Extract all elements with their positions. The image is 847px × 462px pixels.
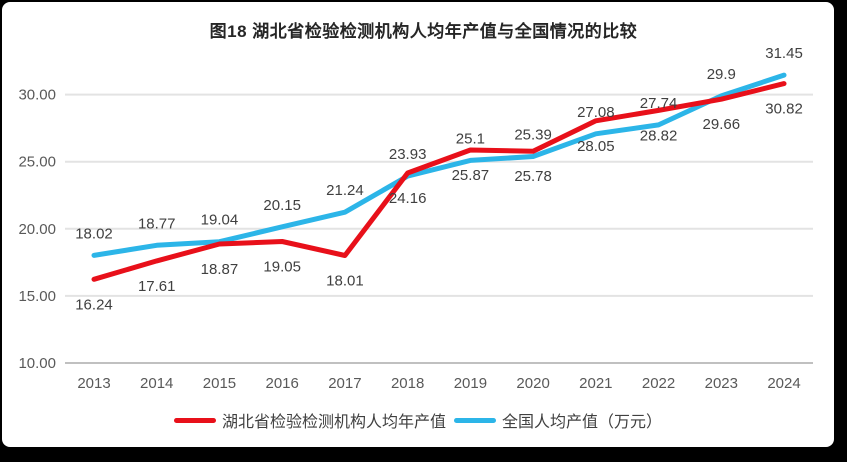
legend-item-national: 全国人均产值（万元） xyxy=(454,408,662,432)
series-lines xyxy=(91,72,787,282)
data-label: 24.16 xyxy=(389,190,427,207)
data-label: 28.82 xyxy=(640,127,678,144)
chart-legend: 湖北省检验检测机构人均年产值 全国人均产值（万元） xyxy=(0,408,836,432)
x-tick-label: 2022 xyxy=(642,375,675,392)
x-axis-labels: 2013 2014 2015 2016 2017 2018 2019 2020 2021 2022… xyxy=(77,375,800,392)
data-label: 31.45 xyxy=(765,45,803,62)
series-line xyxy=(91,81,787,282)
data-label: 28.05 xyxy=(577,138,615,155)
data-label: 18.01 xyxy=(326,273,364,290)
data-label: 17.61 xyxy=(138,278,176,295)
y-axis-labels: 10.00 15.00 20.00 25.00 30.00 xyxy=(18,87,56,372)
chart-panel xyxy=(2,2,834,447)
x-tick-label: 2014 xyxy=(140,375,173,392)
series-line xyxy=(91,72,787,258)
y-tick-label: 15.00 xyxy=(18,288,56,305)
gridlines xyxy=(65,93,813,364)
legend-label-hubei: 湖北省检验检测机构人均年产值 xyxy=(221,414,446,431)
data-label: 25.1 xyxy=(456,130,485,147)
legend-label-national: 全国人均产值（万元） xyxy=(502,414,663,431)
x-tick-label: 2023 xyxy=(705,375,738,392)
x-tick-label: 2016 xyxy=(266,375,299,392)
data-labels: 16.24 17.61 18.87 19.05 18.01 24.16 25.87 25.78… xyxy=(75,45,803,313)
legend-item-hubei: 湖北省检验检测机构人均年产值 xyxy=(173,408,446,432)
x-tick-label: 2020 xyxy=(516,375,549,392)
hubei-series-swatch xyxy=(173,417,216,423)
x-tick-label: 2019 xyxy=(454,375,487,392)
data-label: 25.39 xyxy=(514,126,552,143)
data-label: 27.08 xyxy=(577,104,615,121)
y-tick-label: 20.00 xyxy=(18,221,56,238)
data-label: 29.9 xyxy=(707,66,736,83)
y-tick-label: 25.00 xyxy=(18,154,56,171)
data-label: 30.82 xyxy=(765,101,803,118)
data-label: 21.24 xyxy=(326,182,364,199)
x-tick-label: 2013 xyxy=(77,375,110,392)
data-label: 25.87 xyxy=(452,167,490,184)
data-label: 27.74 xyxy=(640,95,678,112)
data-label: 25.78 xyxy=(514,168,552,185)
x-tick-label: 2015 xyxy=(203,375,236,392)
data-label: 19.05 xyxy=(263,259,301,276)
x-tick-label: 2018 xyxy=(391,375,424,392)
x-tick-label: 2024 xyxy=(767,375,800,392)
data-label: 18.77 xyxy=(138,215,176,232)
data-label: 23.93 xyxy=(389,146,427,163)
x-tick-label: 2017 xyxy=(328,375,361,392)
data-label: 19.04 xyxy=(201,212,239,229)
data-label: 18.87 xyxy=(201,261,239,278)
chart-title: 图18 湖北省检验检测机构人均年产值与全国情况的比较 xyxy=(209,22,638,41)
x-tick-label: 2021 xyxy=(579,375,612,392)
data-label: 18.02 xyxy=(75,225,113,242)
y-tick-label: 30.00 xyxy=(18,87,56,104)
data-label: 20.15 xyxy=(263,197,301,214)
data-label: 16.24 xyxy=(75,296,113,313)
data-label: 29.66 xyxy=(703,116,741,133)
y-tick-label: 10.00 xyxy=(18,355,56,372)
national-series-swatch xyxy=(454,417,496,423)
